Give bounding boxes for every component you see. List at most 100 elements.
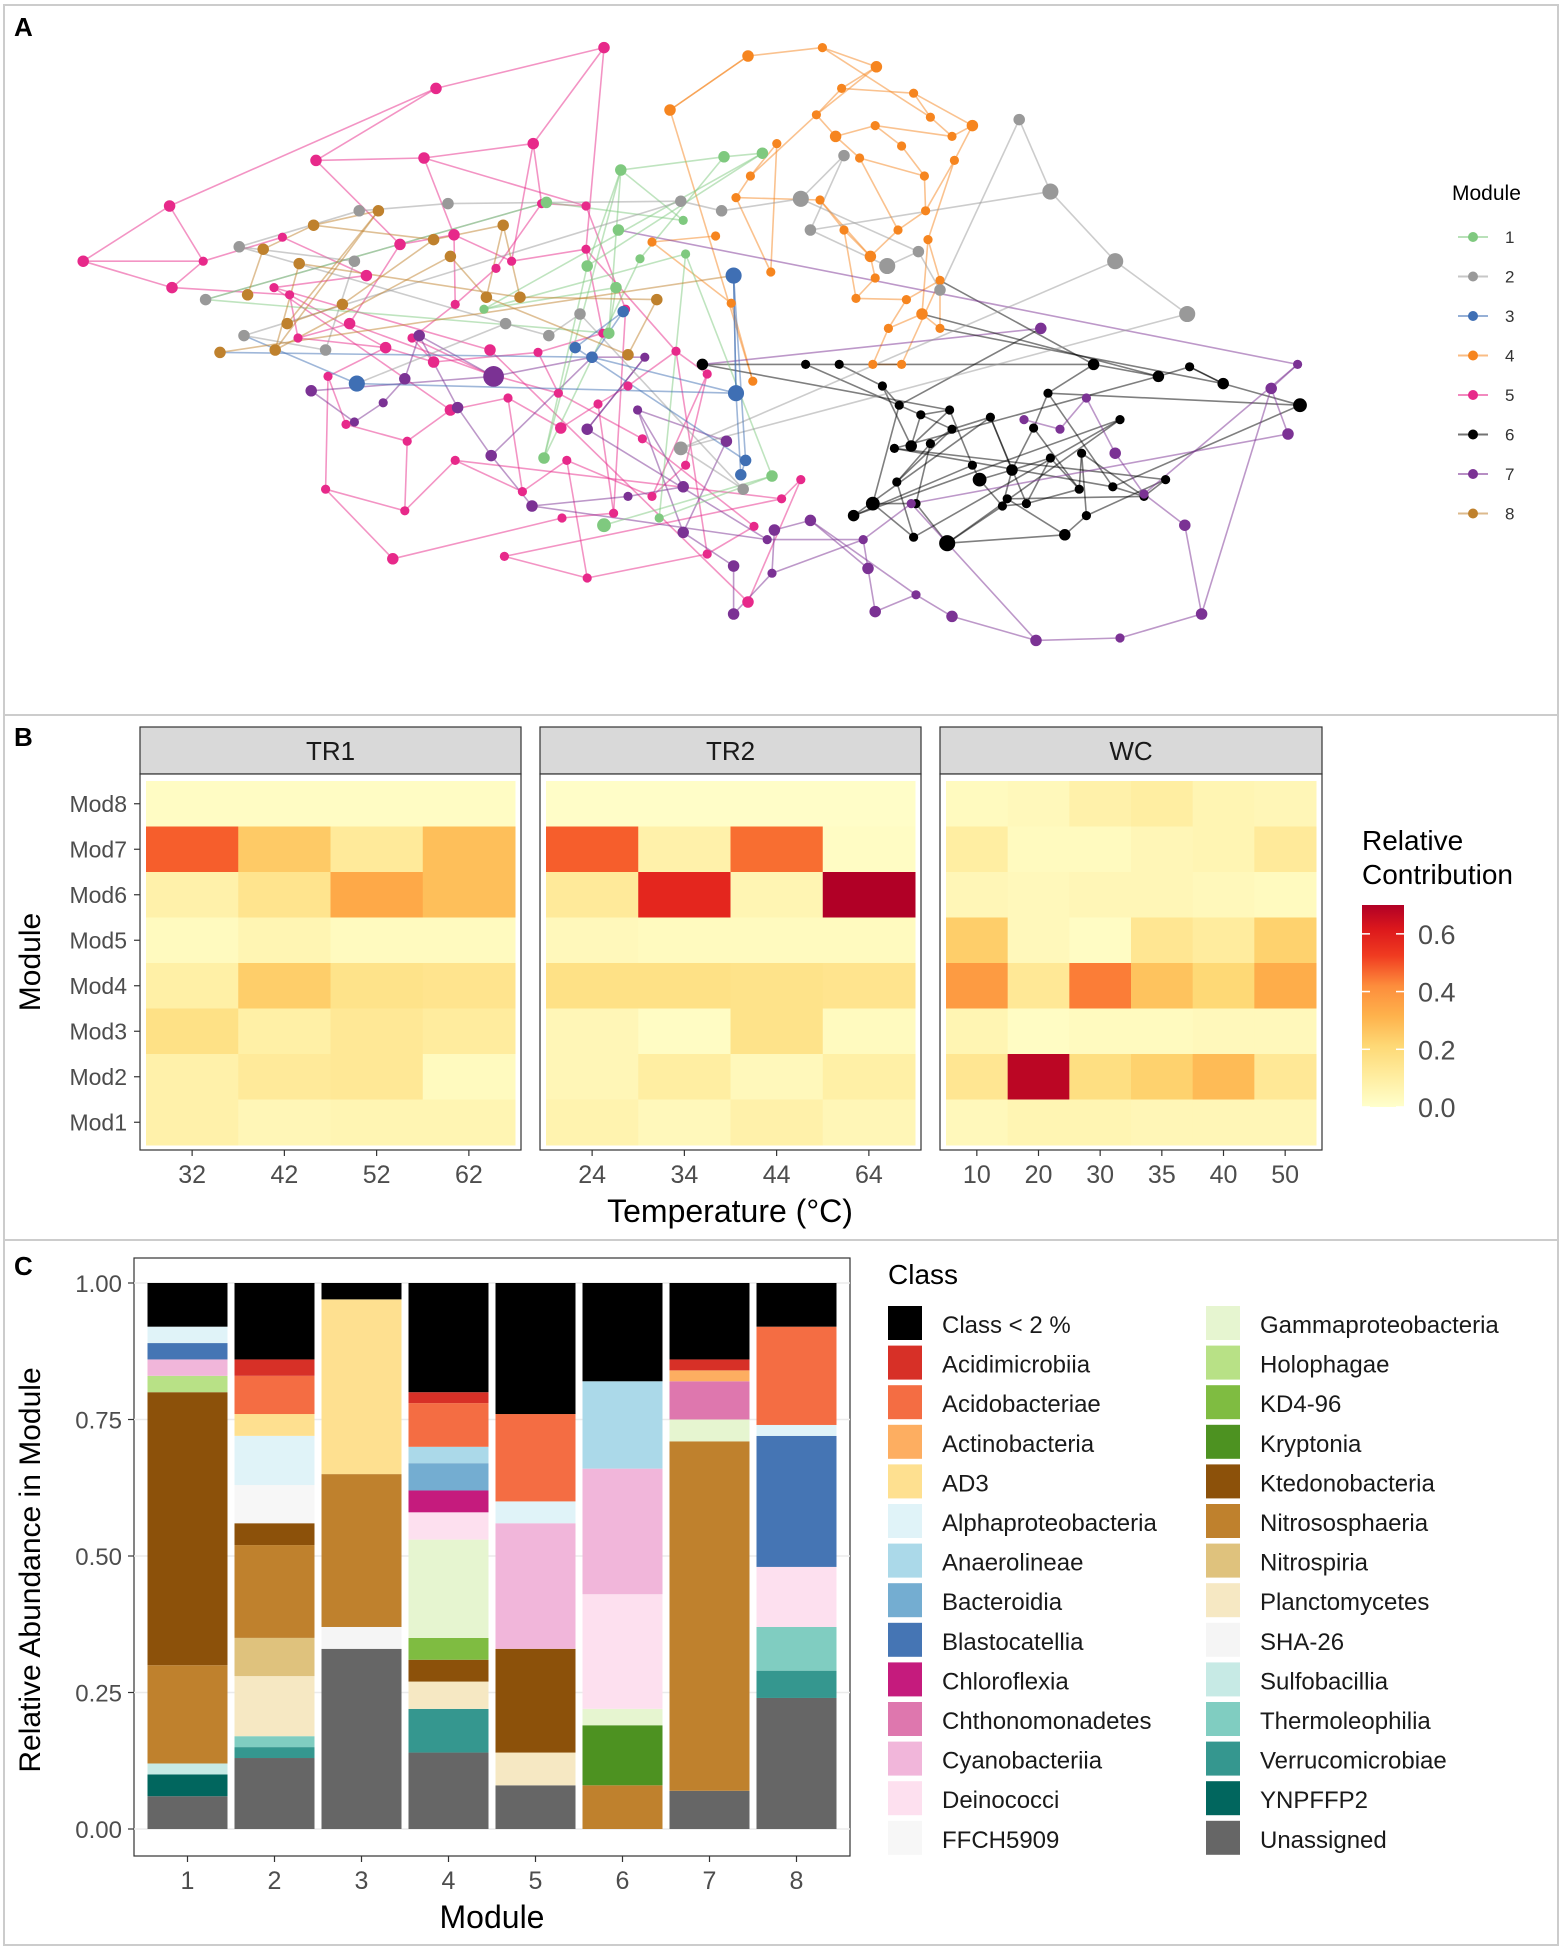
network-edge	[168, 205, 204, 262]
network-edge	[313, 210, 379, 226]
network-node	[678, 215, 688, 225]
network-node	[702, 549, 712, 559]
class-legend-label: Class < 2 %	[942, 1312, 1071, 1339]
class-legend-label: SHA-26	[1260, 1629, 1344, 1656]
bar-segment	[408, 1681, 489, 1709]
heatmap-cell	[1131, 1054, 1194, 1100]
network-edge	[519, 296, 657, 301]
heatmap-cell	[1069, 917, 1132, 964]
network-edge	[205, 298, 609, 334]
network-edge	[82, 205, 171, 262]
network-edge	[219, 274, 734, 354]
facet-label: TR2	[706, 736, 755, 766]
network-edge	[862, 502, 912, 541]
network-node	[319, 344, 332, 356]
x-tick-label: 64	[855, 1161, 883, 1189]
network-edge	[289, 294, 386, 349]
network-edge	[299, 262, 521, 298]
network-node	[892, 477, 902, 487]
network-edge	[1049, 191, 1116, 262]
network-edge	[800, 155, 845, 200]
class-legend-label: Acidobacteriae	[942, 1391, 1101, 1418]
heatmap-cell	[330, 1099, 424, 1146]
network-edge	[627, 299, 658, 356]
network-node	[199, 293, 212, 306]
network-node	[450, 299, 460, 309]
network-edge	[989, 416, 1013, 471]
bar-segment	[234, 1736, 315, 1748]
network-node	[916, 410, 926, 420]
network-node	[394, 238, 406, 251]
network-node	[934, 284, 946, 296]
bar-segment	[321, 1648, 402, 1829]
network-node	[499, 551, 509, 562]
network-edge	[874, 594, 917, 613]
network-node	[923, 235, 933, 245]
heatmap-cell	[238, 781, 331, 827]
network-node	[1108, 482, 1118, 492]
network-node	[241, 289, 254, 301]
class-legend-swatch	[888, 1781, 922, 1816]
network-edge	[1081, 452, 1145, 498]
class-legend-label: FFCH5909	[942, 1827, 1059, 1854]
network-node	[480, 291, 493, 303]
bar-segment	[408, 1637, 489, 1660]
network-edge	[927, 239, 941, 281]
heatmap-cell	[238, 917, 331, 964]
network-node	[612, 224, 625, 236]
heatmap-cell	[1254, 826, 1317, 873]
x-tick-label: 4	[442, 1867, 456, 1895]
network-node	[1115, 415, 1125, 425]
facet-strip	[139, 726, 522, 775]
y-tick-label: 1.00	[75, 1271, 122, 1298]
heatmap-cell	[546, 1008, 639, 1055]
x-tick-label: 32	[178, 1161, 206, 1189]
network-node	[864, 250, 877, 263]
network-edge	[684, 253, 773, 477]
network-node	[868, 359, 878, 369]
class-legend-swatch	[888, 1583, 922, 1618]
network-node	[372, 205, 385, 217]
network-edge	[454, 267, 497, 305]
network-edge	[669, 109, 754, 382]
network-node	[360, 269, 373, 282]
bar-segment	[495, 1523, 576, 1649]
bar-segment	[321, 1474, 402, 1627]
heatmap-cell	[546, 872, 639, 918]
heatmap-cell	[1192, 1099, 1255, 1146]
network-node	[909, 88, 919, 98]
heatmap-cell	[730, 872, 824, 918]
network-node	[581, 423, 593, 435]
bar-segment	[234, 1414, 315, 1436]
network-edge	[453, 234, 456, 305]
network-node	[1152, 370, 1165, 383]
network-node	[912, 245, 925, 258]
class-legend-label: YNPFFP2	[1260, 1787, 1368, 1814]
network-node	[947, 131, 957, 141]
network-node	[762, 535, 772, 545]
class-legend-swatch	[1206, 1424, 1240, 1459]
network-node	[647, 237, 657, 247]
network-node	[949, 155, 960, 165]
network-edge	[1085, 397, 1116, 454]
network-edge	[597, 403, 615, 514]
network-node	[745, 171, 756, 181]
heatmap-cell	[546, 963, 639, 1009]
class-legend-label: Alphaproteobacteria	[942, 1510, 1157, 1537]
network-node	[905, 440, 917, 452]
network-node	[916, 308, 928, 320]
network-edge	[1047, 363, 1095, 394]
y-tick-label: Mod7	[69, 836, 127, 862]
stacked-bar-panel: 0.00 0.25 0.50 0.75 1.00 1 2 3 4 5 6 7 8 Module Relati…	[14, 1257, 1499, 1935]
network-edge	[169, 87, 437, 207]
heatmap-cell	[238, 826, 331, 873]
network-edge	[171, 286, 290, 296]
y-tick-label: 0.00	[75, 1817, 122, 1844]
network-edge	[548, 313, 581, 337]
network-node	[281, 317, 293, 330]
network-node	[1074, 484, 1084, 494]
panel-a-label: A	[14, 12, 33, 42]
facet-label: WC	[1109, 736, 1152, 766]
network-edge	[1035, 637, 1121, 642]
network-edge	[1026, 488, 1080, 505]
